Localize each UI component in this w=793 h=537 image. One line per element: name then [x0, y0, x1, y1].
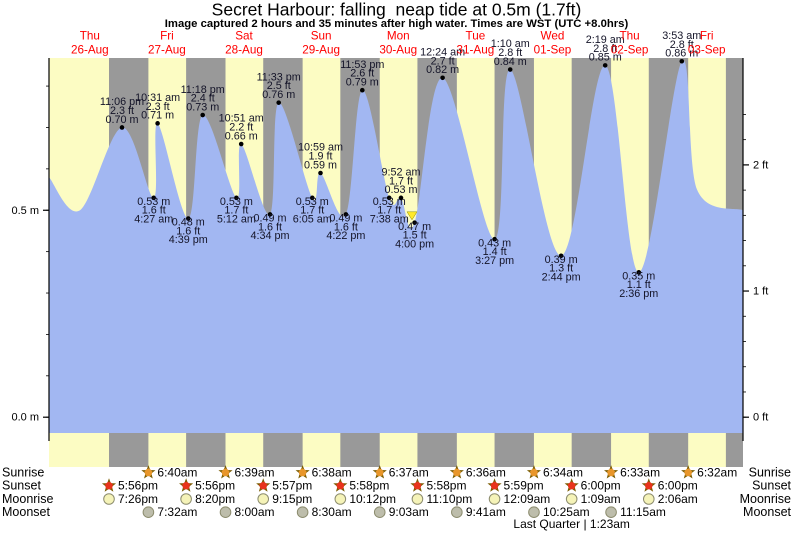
svg-text:Moonset: Moonset [2, 505, 50, 519]
svg-text:0.76 m: 0.76 m [262, 89, 295, 101]
svg-text:29-Aug: 29-Aug [302, 44, 340, 57]
svg-text:6:34am: 6:34am [543, 466, 583, 480]
svg-text:0.71 m: 0.71 m [141, 110, 174, 122]
svg-text:3:27 pm: 3:27 pm [475, 255, 514, 267]
svg-text:0.66 m: 0.66 m [225, 130, 258, 142]
svg-text:8:30am: 8:30am [312, 505, 352, 519]
svg-text:Last Quarter | 1:23am: Last Quarter | 1:23am [513, 517, 630, 531]
svg-text:5:58pm: 5:58pm [349, 479, 389, 493]
svg-text:Secret Harbour: falling neap: Secret Harbour: falling neap tide at 0.5… [212, 0, 582, 20]
svg-text:6:36am: 6:36am [466, 466, 506, 480]
svg-text:6:38am: 6:38am [312, 466, 352, 480]
svg-text:5:57pm: 5:57pm [272, 479, 312, 493]
svg-text:9:15pm: 9:15pm [272, 492, 312, 506]
svg-text:6:00pm: 6:00pm [658, 479, 698, 493]
svg-text:1 ft: 1 ft [753, 286, 768, 298]
svg-text:6:37am: 6:37am [389, 466, 429, 480]
svg-text:02-Sep: 02-Sep [611, 44, 649, 57]
svg-text:Moonset: Moonset [743, 505, 791, 519]
svg-text:0.53 m: 0.53 m [384, 184, 417, 196]
svg-text:2:44 pm: 2:44 pm [542, 271, 581, 283]
svg-text:0.59 m: 0.59 m [304, 159, 337, 171]
svg-text:9:41am: 9:41am [466, 505, 506, 519]
svg-text:5:56pm: 5:56pm [195, 479, 235, 493]
svg-text:5:58pm: 5:58pm [426, 479, 466, 493]
svg-text:4:22 pm: 4:22 pm [326, 230, 365, 242]
svg-text:31-Aug: 31-Aug [457, 44, 495, 57]
svg-text:Thu: Thu [620, 30, 640, 43]
svg-text:Sunrise: Sunrise [749, 466, 791, 480]
svg-text:2 ft: 2 ft [753, 159, 768, 171]
svg-text:0.73 m: 0.73 m [186, 101, 219, 113]
svg-text:0.84 m: 0.84 m [494, 56, 527, 68]
svg-text:10:12pm: 10:12pm [349, 492, 396, 506]
svg-text:30-Aug: 30-Aug [379, 44, 417, 57]
svg-text:2:36 pm: 2:36 pm [619, 288, 658, 300]
svg-text:Thu: Thu [80, 30, 100, 43]
svg-text:9:03am: 9:03am [389, 505, 429, 519]
svg-text:28-Aug: 28-Aug [225, 44, 263, 57]
svg-text:5:56pm: 5:56pm [118, 479, 158, 493]
svg-text:4:39 pm: 4:39 pm [169, 234, 208, 246]
svg-text:Sat: Sat [235, 30, 253, 43]
svg-text:03-Sep: 03-Sep [688, 44, 726, 57]
svg-text:0.79 m: 0.79 m [346, 77, 379, 89]
svg-text:27-Aug: 27-Aug [148, 44, 186, 57]
svg-text:5:12 am: 5:12 am [217, 214, 256, 226]
svg-text:Tue: Tue [466, 30, 486, 43]
svg-text:4:00 pm: 4:00 pm [395, 238, 434, 250]
svg-text:8:20pm: 8:20pm [195, 492, 235, 506]
svg-text:Sunset: Sunset [752, 479, 791, 493]
svg-text:6:39am: 6:39am [235, 466, 275, 480]
svg-text:Moonrise: Moonrise [2, 492, 53, 506]
svg-text:0.70 m: 0.70 m [105, 114, 138, 126]
svg-text:Fri: Fri [700, 30, 714, 43]
svg-text:6:05 am: 6:05 am [293, 214, 332, 226]
svg-text:7:32am: 7:32am [157, 505, 197, 519]
svg-text:Mon: Mon [387, 30, 410, 43]
svg-text:Sunset: Sunset [2, 479, 41, 493]
svg-text:0.5 m: 0.5 m [11, 205, 39, 217]
svg-text:4:27 am: 4:27 am [134, 214, 173, 226]
svg-text:Image captured 2 hours and 35: Image captured 2 hours and 35 minutes af… [165, 18, 629, 30]
svg-text:Sunrise: Sunrise [2, 466, 44, 480]
svg-text:0 ft: 0 ft [753, 412, 768, 424]
svg-text:6:00pm: 6:00pm [581, 479, 621, 493]
svg-text:8:00am: 8:00am [235, 505, 275, 519]
svg-text:4:34 pm: 4:34 pm [250, 230, 289, 242]
svg-text:Sun: Sun [311, 30, 332, 43]
svg-text:6:32am: 6:32am [697, 466, 737, 480]
svg-text:1:09am: 1:09am [581, 492, 621, 506]
svg-text:2:06am: 2:06am [658, 492, 698, 506]
svg-text:6:40am: 6:40am [157, 466, 197, 480]
svg-text:7:26pm: 7:26pm [118, 492, 158, 506]
svg-text:0.0 m: 0.0 m [11, 412, 39, 424]
svg-text:5:59pm: 5:59pm [504, 479, 544, 493]
svg-text:Moonrise: Moonrise [740, 492, 791, 506]
svg-text:Wed: Wed [541, 30, 565, 43]
svg-text:0.82 m: 0.82 m [426, 64, 459, 76]
svg-text:26-Aug: 26-Aug [71, 44, 109, 57]
svg-text:01-Sep: 01-Sep [534, 44, 572, 57]
svg-text:11:10pm: 11:10pm [426, 492, 472, 506]
svg-text:Fri: Fri [160, 30, 174, 43]
svg-text:6:33am: 6:33am [620, 466, 660, 480]
svg-text:12:09am: 12:09am [504, 492, 551, 506]
